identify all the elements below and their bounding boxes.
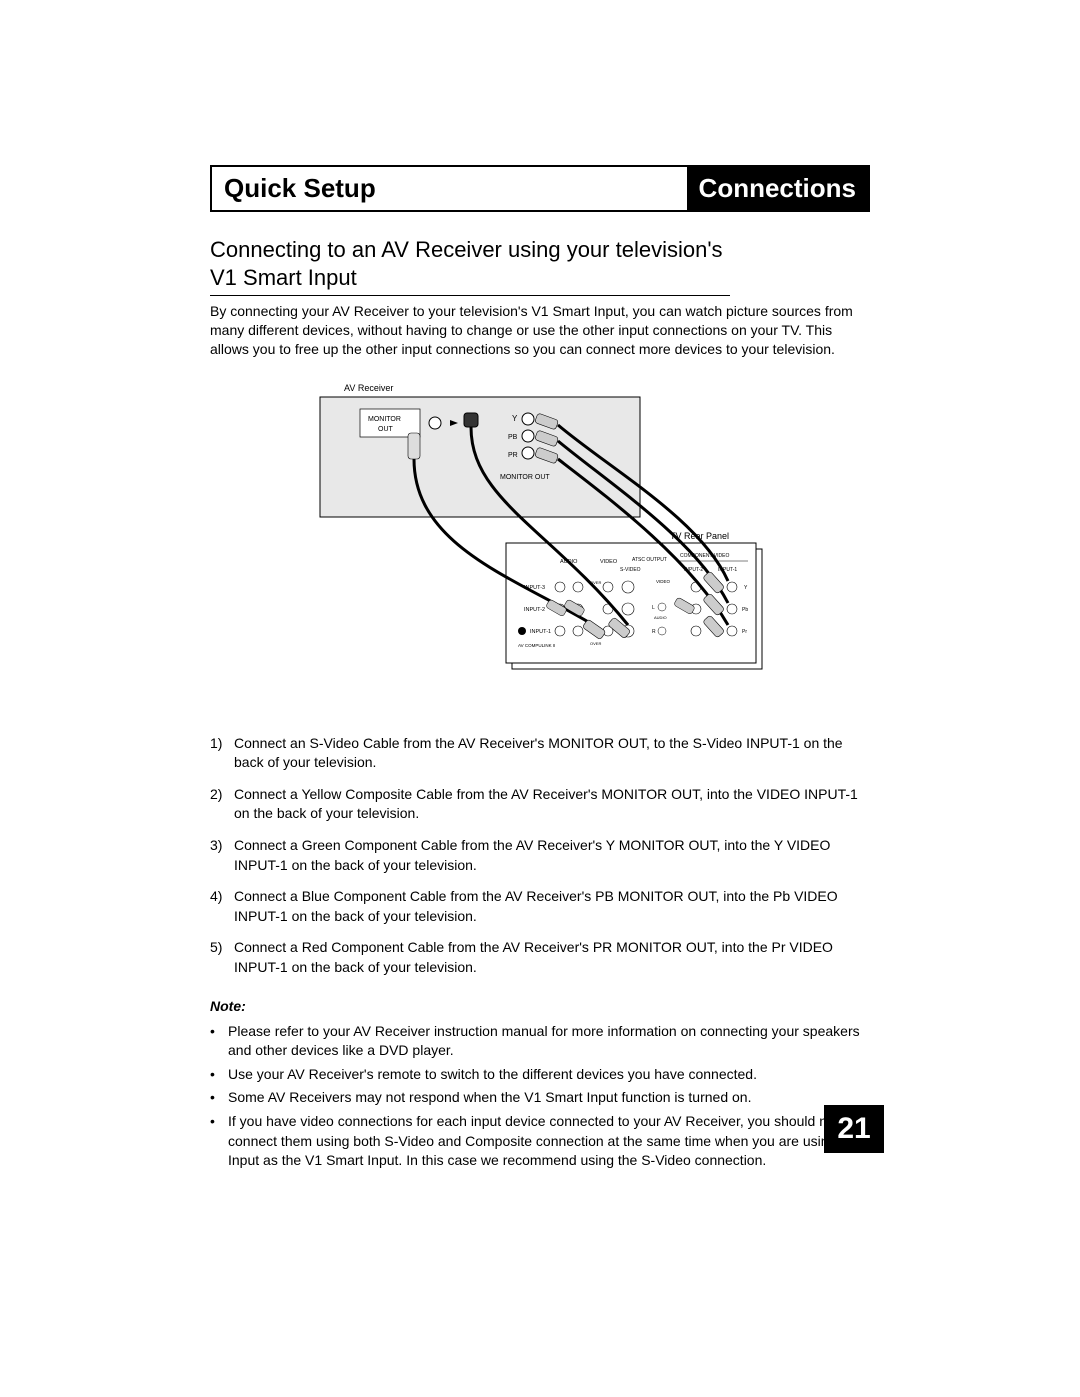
svg-text:INPUT-1: INPUT-1 bbox=[530, 629, 551, 635]
step-number: 1) bbox=[210, 734, 234, 773]
step-text: Connect a Blue Component Cable from the … bbox=[234, 887, 870, 926]
svg-text:R: R bbox=[652, 629, 656, 635]
step-number: 4) bbox=[210, 887, 234, 926]
note-item: • Use your AV Receiver's remote to switc… bbox=[210, 1065, 870, 1085]
svg-text:OUT: OUT bbox=[378, 426, 394, 433]
intro-paragraph: By connecting your AV Receiver to your t… bbox=[210, 302, 870, 359]
header-left: Quick Setup bbox=[224, 173, 376, 204]
note-item: • Some AV Receivers may not respond when… bbox=[210, 1088, 870, 1108]
page-number: 21 bbox=[824, 1105, 884, 1153]
note-label: Note: bbox=[210, 998, 870, 1014]
svg-text:Pr: Pr bbox=[742, 629, 747, 635]
step-text: Connect an S-Video Cable from the AV Rec… bbox=[234, 734, 870, 773]
step-number: 2) bbox=[210, 785, 234, 824]
svg-text:AUDIO: AUDIO bbox=[654, 615, 667, 620]
svg-text:ATSC OUTPUT: ATSC OUTPUT bbox=[632, 557, 667, 563]
step-number: 3) bbox=[210, 836, 234, 875]
bullet-icon: • bbox=[210, 1022, 228, 1061]
bullet-icon: • bbox=[210, 1065, 228, 1085]
step-item: 5) Connect a Red Component Cable from th… bbox=[210, 938, 870, 977]
steps-list: 1) Connect an S-Video Cable from the AV … bbox=[210, 734, 870, 978]
notes-list: • Please refer to your AV Receiver instr… bbox=[210, 1022, 870, 1171]
svg-text:OVER: OVER bbox=[590, 641, 601, 646]
svg-text:Pb: Pb bbox=[742, 607, 748, 613]
svg-text:COMPONENT VIDEO: COMPONENT VIDEO bbox=[680, 553, 729, 559]
header-box: Quick Setup Connections bbox=[210, 165, 870, 212]
svg-text:VIDEO: VIDEO bbox=[656, 579, 671, 584]
svg-text:PR: PR bbox=[508, 452, 518, 459]
note-item: • If you have video connections for each… bbox=[210, 1112, 870, 1171]
bullet-icon: • bbox=[210, 1112, 228, 1171]
svg-text:PB: PB bbox=[508, 434, 518, 441]
av-receiver-label: AV Receiver bbox=[344, 383, 393, 393]
step-item: 4) Connect a Blue Component Cable from t… bbox=[210, 887, 870, 926]
step-number: 5) bbox=[210, 938, 234, 977]
note-text: Use your AV Receiver's remote to switch … bbox=[228, 1065, 870, 1085]
note-item: • Please refer to your AV Receiver instr… bbox=[210, 1022, 870, 1061]
step-item: 1) Connect an S-Video Cable from the AV … bbox=[210, 734, 870, 773]
step-text: Connect a Yellow Composite Cable from th… bbox=[234, 785, 870, 824]
svg-text:VIDEO: VIDEO bbox=[600, 559, 618, 565]
page-content: Quick Setup Connections Connecting to an… bbox=[210, 165, 870, 1175]
svg-text:S-VIDEO: S-VIDEO bbox=[620, 567, 641, 573]
bullet-icon: • bbox=[210, 1088, 228, 1108]
step-text: Connect a Red Component Cable from the A… bbox=[234, 938, 870, 977]
connection-diagram: AV Receiver MONITOR OUT Y PB PR MONITOR … bbox=[210, 379, 870, 704]
svg-text:L: L bbox=[652, 605, 655, 611]
svg-text:Y: Y bbox=[512, 414, 518, 423]
svg-text:INPUT-2: INPUT-2 bbox=[524, 607, 545, 613]
subtitle: Connecting to an AV Receiver using your … bbox=[210, 236, 730, 296]
svg-text:AV COMPULINK II: AV COMPULINK II bbox=[518, 643, 555, 648]
svg-text:MONITOR OUT: MONITOR OUT bbox=[500, 474, 550, 481]
svg-text:MONITOR: MONITOR bbox=[368, 416, 401, 423]
step-item: 2) Connect a Yellow Composite Cable from… bbox=[210, 785, 870, 824]
header-right: Connections bbox=[687, 167, 868, 210]
note-text: Some AV Receivers may not respond when t… bbox=[228, 1088, 870, 1108]
step-item: 3) Connect a Green Component Cable from … bbox=[210, 836, 870, 875]
note-text: Please refer to your AV Receiver instruc… bbox=[228, 1022, 870, 1061]
note-text: If you have video connections for each i… bbox=[228, 1112, 870, 1171]
step-text: Connect a Green Component Cable from the… bbox=[234, 836, 870, 875]
